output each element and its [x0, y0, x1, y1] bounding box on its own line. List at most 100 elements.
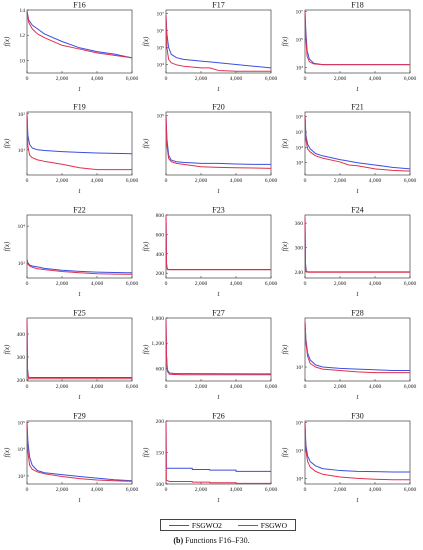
series-line-fsgwo2 [165, 115, 271, 165]
series-line-fsgwo [26, 422, 133, 482]
x-tick-label: 0 [26, 281, 29, 287]
x-tick-label: 6,000 [404, 76, 417, 82]
y-tick-label: 10⁵ [295, 130, 303, 136]
legend-label-fsgwo2: FSGWO2 [191, 520, 222, 530]
x-axis-label: t [79, 85, 82, 93]
plot-frame [26, 420, 133, 485]
y-tick-label: 400 [17, 332, 26, 338]
y-axis-label: f(x) [3, 241, 11, 251]
series-line-fsgwo [165, 420, 271, 484]
y-tick-label: 10⁵ [17, 420, 25, 426]
y-tick-label: 800 [156, 213, 165, 219]
x-tick-label: 4,000 [91, 281, 104, 287]
x-tick-label: 0 [26, 178, 29, 184]
y-axis-label: f(x) [3, 344, 11, 354]
figure-caption: (b) Functions F16–F30. [0, 536, 423, 545]
chart-f24: F24 0 2,000 4,000 6,000 240 300 360 t f(x) [281, 206, 416, 299]
x-axis-label: t [218, 290, 221, 298]
x-tick-label: 4,000 [369, 281, 382, 287]
y-axis-label: f(x) [142, 138, 150, 148]
chart-f23: F23 0 2,000 4,000 6,000 200 400 600 800 t f(x) [142, 206, 277, 299]
x-axis-label: t [357, 496, 360, 504]
y-tick-label: 10⁵ [156, 113, 164, 119]
y-tick-label: 10⁶ [295, 115, 303, 121]
x-tick-label: 2,000 [56, 281, 69, 287]
chart-f22: F22 0 2,000 4,000 6,000 10² 10⁴ t f(x) [3, 206, 138, 299]
y-tick-label: 10⁴ [17, 224, 25, 230]
x-tick-label: 6,000 [265, 281, 278, 287]
x-tick-label: 6,000 [404, 178, 417, 184]
x-tick-label: 6,000 [404, 281, 417, 287]
x-tick-label: 6,000 [126, 178, 139, 184]
x-tick-label: 0 [304, 76, 307, 82]
series-line-fsgwo [26, 11, 133, 59]
x-tick-label: 2,000 [56, 487, 69, 493]
y-tick-label: 14 [19, 8, 25, 14]
plot-frame [304, 420, 411, 485]
chart-title: F18 [351, 1, 363, 10]
series-line-fsgwo [304, 115, 411, 172]
y-tick-label: 600 [156, 366, 165, 372]
series-line-fsgwo [304, 321, 410, 374]
y-axis-label: f(x) [142, 447, 150, 457]
plot-frame [304, 214, 411, 279]
x-tick-label: 0 [304, 178, 307, 184]
legend-item-fsgwo: FSGWO [237, 520, 288, 530]
x-axis-label: t [79, 187, 82, 195]
y-tick-label: 10⁴ [295, 448, 303, 454]
series-line-fsgwo2 [165, 420, 271, 472]
series-line-fsgwo2 [26, 319, 132, 379]
x-tick-label: 2,000 [334, 178, 347, 184]
y-tick-label: 10³ [296, 65, 304, 71]
y-tick-label: 10³ [296, 161, 304, 167]
y-tick-label: 240 [295, 270, 304, 276]
plot-frame [26, 317, 133, 382]
chart-title: F27 [212, 309, 224, 318]
plot-frame [26, 111, 133, 176]
series-line-fsgwo [26, 319, 132, 380]
x-axis-label: t [218, 85, 221, 93]
y-axis-label: f(x) [281, 241, 289, 251]
x-tick-label: 2,000 [334, 281, 347, 287]
y-tick-label: 1,200 [151, 341, 164, 347]
x-tick-label: 4,000 [230, 487, 243, 493]
x-tick-label: 4,000 [369, 384, 382, 390]
plot-frame [165, 420, 272, 485]
series-line-fsgwo2 [304, 422, 410, 473]
chart-title: F26 [212, 412, 224, 421]
series-line-fsgwo2 [165, 318, 272, 375]
chart-legend: FSGWO2 FSGWO [160, 519, 296, 531]
legend-swatch-fsgwo [237, 524, 258, 526]
y-axis-label: f(x) [281, 447, 289, 457]
chart-title: F30 [351, 412, 363, 421]
plot-frame [165, 111, 272, 176]
y-tick-label: 150 [156, 451, 165, 457]
y-tick-label: 10¹ [18, 148, 26, 154]
series-line-fsgwo2 [26, 422, 133, 482]
y-tick-label: 10⁴ [156, 62, 164, 68]
x-axis-label: t [357, 187, 360, 195]
x-axis-label: t [357, 393, 360, 401]
x-axis-label: t [79, 393, 82, 401]
chart-title: F21 [351, 103, 363, 112]
x-tick-label: 4,000 [230, 178, 243, 184]
y-tick-label: 200 [156, 419, 165, 425]
plot-frame [304, 9, 411, 74]
chart-f29: F29 0 2,000 4,000 6,000 10³ 10⁴ 10⁵ t f(x) [3, 412, 138, 505]
series-line-fsgwo [165, 15, 271, 72]
plot-frame [165, 9, 272, 74]
legend-label-fsgwo: FSGWO [260, 520, 288, 530]
x-tick-label: 2,000 [195, 76, 208, 82]
y-tick-label: 10⁵ [295, 420, 303, 426]
x-tick-label: 6,000 [126, 281, 139, 287]
x-tick-label: 2,000 [56, 384, 69, 390]
chart-f17: F17 0 2,000 4,000 6,000 10⁴ 10⁵ 10⁶ 10⁷ t f(x) [142, 1, 277, 94]
chart-title: F20 [212, 103, 224, 112]
caption-text: Functions F16–F30. [185, 536, 250, 545]
x-tick-label: 2,000 [56, 178, 69, 184]
plot-frame [26, 214, 133, 279]
y-tick-label: 10⁴ [17, 447, 25, 453]
chart-f16: F16 0 2,000 4,000 6,000 10 12 14 t f(x) [3, 1, 138, 94]
y-tick-label: 10³ [296, 476, 304, 482]
